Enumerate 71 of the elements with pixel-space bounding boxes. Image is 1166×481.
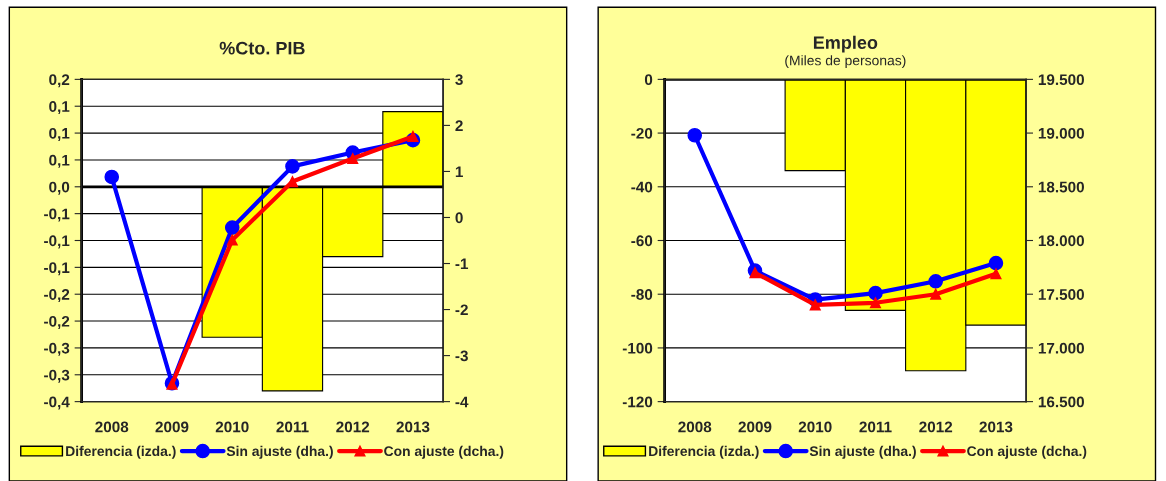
y2-tick-label: 16.500 [1038, 396, 1084, 408]
point [407, 130, 419, 143]
point [928, 274, 944, 289]
legend-label: Con ajuste (dcha.) [384, 445, 504, 459]
x-tick-label: 2012 [919, 421, 953, 433]
y2-tick-label: 1 [455, 166, 463, 177]
y-tick-label: -0,1 [44, 262, 70, 276]
point [224, 220, 240, 235]
point [869, 297, 882, 309]
legend-label: Diferencia (izda.) [66, 445, 176, 459]
chart-title: Empleo [813, 35, 878, 53]
y-tick-label: 0,1 [49, 101, 70, 115]
y-tick-label: -40 [631, 181, 653, 193]
legend-label: Con ajuste (dcha.) [967, 445, 1087, 459]
y2-tick-label: 2 [455, 120, 463, 131]
y2-tick-label: 19.500 [1038, 74, 1084, 86]
chart-title: %Cto. PIB [219, 41, 305, 55]
y-tick-label: -60 [631, 235, 653, 247]
x-tick-label: 2009 [155, 421, 189, 433]
x-tick-label: 2010 [798, 421, 832, 433]
point [990, 268, 1002, 280]
y2-tick-label: 18.500 [1038, 181, 1084, 193]
y-tick-label: -0,1 [44, 235, 70, 249]
point [868, 285, 883, 301]
y2-tick-label: 17.000 [1038, 342, 1084, 354]
x-tick-label: 2013 [396, 421, 430, 433]
y-tick-label: -100 [622, 342, 653, 354]
y2-tick-label: -4 [455, 396, 469, 408]
legend-label: Sin ajuste (dha.) [809, 445, 916, 459]
y-tick-label: -120 [622, 396, 653, 408]
point [226, 234, 238, 246]
y2-tick-label: -2 [455, 304, 468, 316]
x-tick-label: 2008 [678, 421, 712, 433]
x-tick-label: 2011 [859, 421, 892, 433]
x-tick-label: 2013 [979, 421, 1013, 433]
y2-tick-label: 18.000 [1038, 235, 1084, 247]
y-tick-label: -0,3 [44, 369, 70, 383]
y2-tick-label: 19.000 [1038, 127, 1084, 139]
y2-tick-label: -1 [455, 258, 469, 270]
y-tick-label: -0,2 [44, 289, 70, 303]
x-tick-label: 2008 [95, 421, 129, 433]
legend-label: Diferencia (izda.) [649, 445, 759, 459]
point [104, 169, 120, 185]
legend-label: Sin ajuste (dha.) [226, 445, 333, 459]
y-tick-label: 0,1 [49, 127, 70, 141]
y-tick-label: 0,0 [49, 181, 70, 195]
y-tick-label: -0,3 [44, 342, 70, 356]
point [749, 267, 761, 279]
point [809, 299, 821, 311]
y-tick-label: -0,4 [44, 396, 70, 410]
point [988, 255, 1004, 271]
y2-tick-label: 3 [455, 74, 463, 86]
point [347, 152, 359, 165]
y-tick-label: 0,1 [49, 154, 70, 168]
x-tick-label: 2012 [336, 421, 370, 433]
x-tick-label: 2011 [276, 421, 309, 433]
x-tick-label: 2009 [738, 421, 772, 433]
y2-tick-label: 17.500 [1038, 289, 1084, 300]
y-tick-label: -0,1 [44, 208, 70, 222]
point [930, 288, 942, 300]
y-tick-label: -80 [631, 289, 653, 300]
point [687, 127, 703, 143]
chart-subtitle: (Miles de personas) [785, 55, 906, 69]
y-tick-label: 0,2 [49, 74, 70, 88]
y-tick-label: -0,2 [44, 315, 70, 329]
y2-tick-label: -3 [455, 350, 468, 362]
y-tick-label: 0 [644, 74, 653, 86]
y2-tick-label: 0 [455, 212, 463, 224]
point [285, 159, 300, 174]
x-tick-label: 2010 [215, 421, 249, 433]
y-tick-label: -20 [631, 127, 653, 139]
